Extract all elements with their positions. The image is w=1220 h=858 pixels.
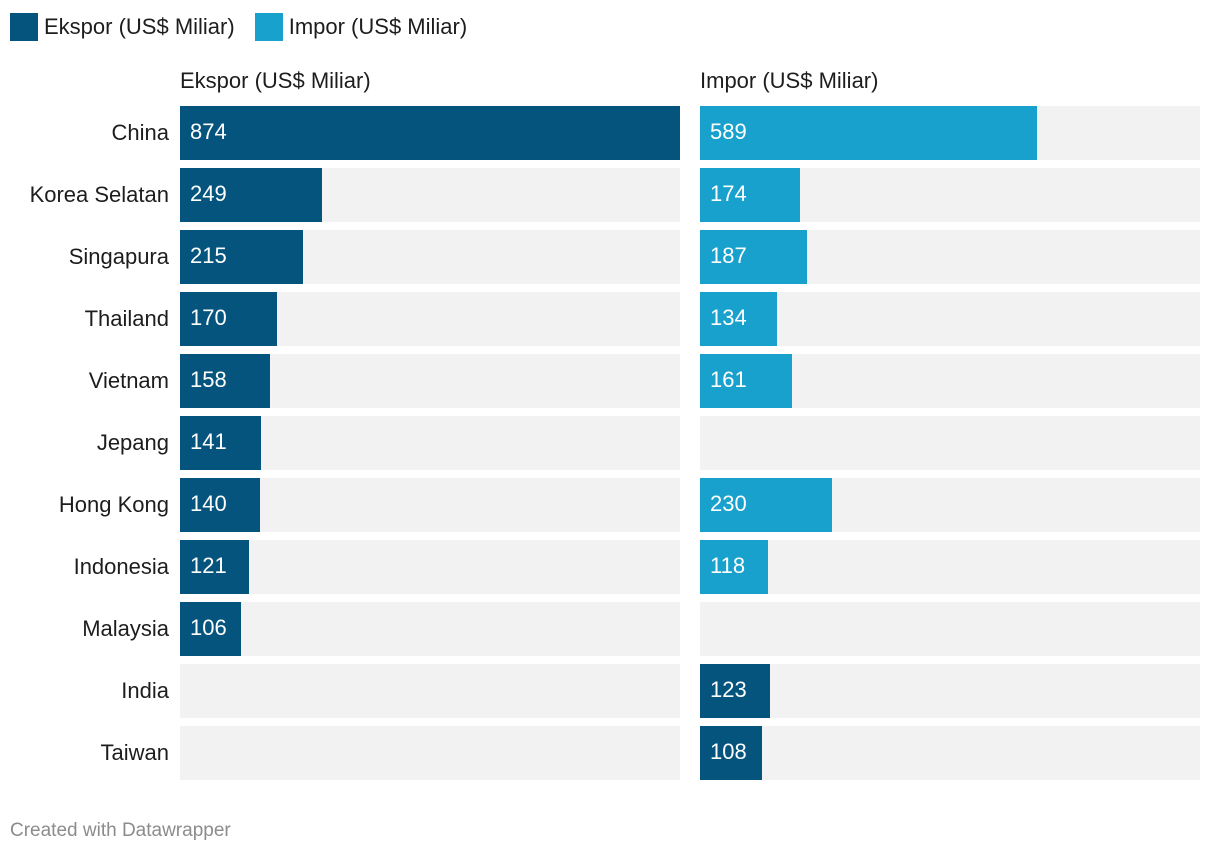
bar-ekspor-malaysia: 106 xyxy=(180,602,241,656)
legend-swatch-ekspor xyxy=(10,13,38,41)
bar-track-impor-taiwan: 108 xyxy=(700,726,1200,780)
bar-track-ekspor-jepang: 141 xyxy=(180,416,680,470)
legend-label-ekspor: Ekspor (US$ Miliar) xyxy=(44,14,235,39)
bar-track-ekspor-thailand: 170 xyxy=(180,292,680,346)
bar-value-ekspor-china: 874 xyxy=(190,119,227,144)
bar-impor-china: 589 xyxy=(700,106,1037,160)
bar-value-impor-hong-kong: 230 xyxy=(710,491,747,516)
category-label-singapura: Singapura xyxy=(68,244,169,269)
bar-value-ekspor-jepang: 141 xyxy=(190,429,227,454)
bar-impor-korea-selatan: 174 xyxy=(700,168,800,222)
bar-value-impor-vietnam: 161 xyxy=(710,367,747,392)
bar-ekspor-vietnam: 158 xyxy=(180,354,271,408)
bar-impor-vietnam: 161 xyxy=(700,354,793,408)
bar-ekspor-indonesia: 121 xyxy=(180,540,250,594)
bar-ekspor-hong-kong: 140 xyxy=(180,478,261,532)
category-label-thailand: Thailand xyxy=(84,306,169,331)
credit-text: Created with Datawrapper xyxy=(10,820,231,841)
category-label-indonesia: Indonesia xyxy=(73,554,169,579)
bar-track-ekspor-taiwan xyxy=(180,726,680,780)
bar-track-ekspor-indonesia: 121 xyxy=(180,540,680,594)
category-label-china: China xyxy=(111,120,169,145)
bar-value-ekspor-hong-kong: 140 xyxy=(190,491,227,516)
bar-track-impor-china: 589 xyxy=(700,106,1200,160)
bar-impor-hong-kong: 230 xyxy=(700,478,832,532)
bar-track-impor-hong-kong: 230 xyxy=(700,478,1200,532)
bar-track-impor-thailand: 134 xyxy=(700,292,1200,346)
bar-value-ekspor-singapura: 215 xyxy=(190,243,227,268)
category-label-jepang: Jepang xyxy=(96,430,169,455)
bar-ekspor-korea-selatan: 249 xyxy=(180,168,323,222)
bar-track-ekspor-vietnam: 158 xyxy=(180,354,680,408)
bar-track-impor-malaysia xyxy=(700,602,1200,656)
bar-value-ekspor-vietnam: 158 xyxy=(190,367,227,392)
bar-ekspor-china: 874 xyxy=(180,106,680,160)
bar-track-ekspor-hong-kong: 140 xyxy=(180,478,680,532)
category-label-korea-selatan: Korea Selatan xyxy=(29,182,169,207)
bar-value-impor-indonesia: 118 xyxy=(710,553,746,578)
bar-value-impor-taiwan: 108 xyxy=(710,739,747,764)
legend-item-impor: Impor (US$ Miliar) xyxy=(254,13,468,41)
bar-track-impor-korea-selatan: 174 xyxy=(700,168,1200,222)
legend-label-impor: Impor (US$ Miliar) xyxy=(288,14,468,39)
bar-impor-indonesia: 118 xyxy=(700,540,768,594)
bar-value-ekspor-indonesia: 121 xyxy=(190,553,227,578)
bar-track-ekspor-korea-selatan: 249 xyxy=(180,168,680,222)
category-label-vietnam: Vietnam xyxy=(88,368,169,393)
column-title-impor: Impor (US$ Miliar) xyxy=(700,68,879,93)
column-title-ekspor: Ekspor (US$ Miliar) xyxy=(180,68,371,93)
bar-ekspor-thailand: 170 xyxy=(180,292,278,346)
bar-track-impor-vietnam: 161 xyxy=(700,354,1200,408)
legend-swatch-impor xyxy=(254,13,283,41)
bar-track-impor-indonesia: 118 xyxy=(700,540,1200,594)
bar-impor-taiwan: 108 xyxy=(700,726,762,780)
bar-value-ekspor-thailand: 170 xyxy=(190,305,227,330)
bar-impor-thailand: 134 xyxy=(700,292,777,346)
bar-value-impor-korea-selatan: 174 xyxy=(710,181,747,206)
bar-impor-singapura: 187 xyxy=(700,230,807,284)
legend: Ekspor (US$ Miliar) Impor (US$ Miliar) xyxy=(10,12,487,42)
bar-track-ekspor-india xyxy=(180,664,680,718)
category-label-malaysia: Malaysia xyxy=(82,616,169,641)
bar-ekspor-singapura: 215 xyxy=(180,230,303,284)
bar-track-impor-singapura: 187 xyxy=(700,230,1200,284)
category-label-hong-kong: Hong Kong xyxy=(58,492,169,517)
bar-track-ekspor-china: 874 xyxy=(180,106,680,160)
category-label-india: India xyxy=(121,678,169,703)
legend-item-ekspor: Ekspor (US$ Miliar) xyxy=(10,13,235,41)
bar-track-impor-india: 123 xyxy=(700,664,1200,718)
bar-value-ekspor-malaysia: 106 xyxy=(190,615,227,640)
bar-value-ekspor-korea-selatan: 249 xyxy=(190,181,227,206)
bar-track-ekspor-malaysia: 106 xyxy=(180,602,680,656)
bar-track-ekspor-singapura: 215 xyxy=(180,230,680,284)
bar-value-impor-china: 589 xyxy=(710,119,747,144)
bar-value-impor-india: 123 xyxy=(710,677,747,702)
bar-value-impor-thailand: 134 xyxy=(710,305,747,330)
bar-impor-india: 123 xyxy=(700,664,771,718)
category-label-taiwan: Taiwan xyxy=(100,740,169,765)
bar-value-impor-singapura: 187 xyxy=(710,243,747,268)
bar-ekspor-jepang: 141 xyxy=(180,416,261,470)
bar-track-impor-jepang xyxy=(700,416,1200,470)
